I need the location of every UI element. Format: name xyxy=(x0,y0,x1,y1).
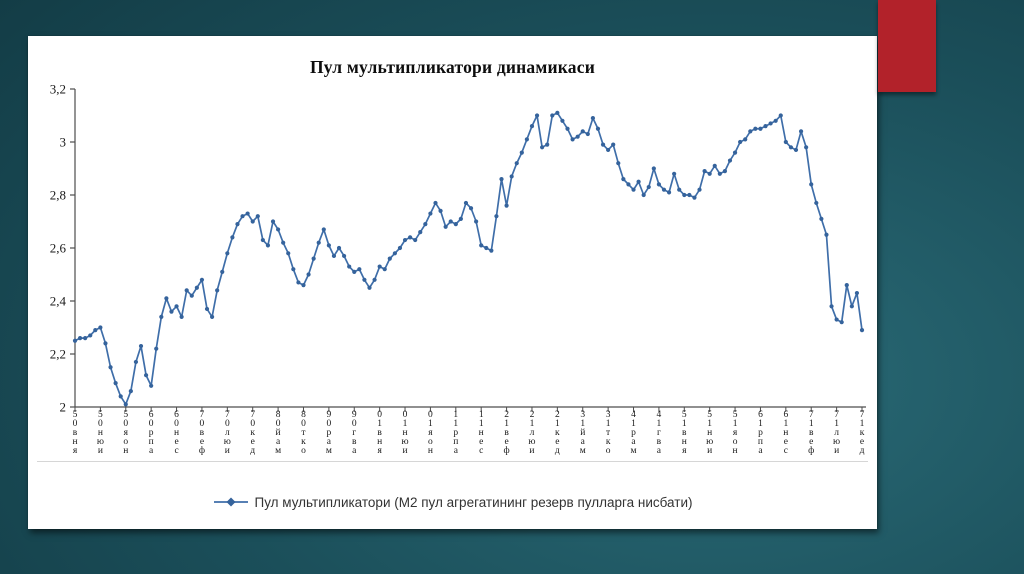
legend-marker xyxy=(226,497,235,507)
svg-text:3,2: 3,2 xyxy=(50,82,66,97)
legend-label: Пул мультипликатори (М2 пул агрегатининг… xyxy=(254,494,693,510)
divider-line xyxy=(37,461,868,462)
svg-text:2,6: 2,6 xyxy=(50,241,67,256)
line-chart-plot: 3,2 3 2,8 2,6 2,4 2,2 2 5 0 в н я 5 0 н ю и 5 0 я о н 6 0 р п а 6 0 н… xyxy=(50,82,866,456)
svg-text:2: 2 xyxy=(60,400,67,415)
svg-text:2,8: 2,8 xyxy=(50,188,66,203)
svg-text:2,2: 2,2 xyxy=(50,347,66,362)
svg-text:2,4: 2,4 xyxy=(50,294,67,309)
legend-line-marker-icon xyxy=(213,497,248,507)
content-panel: Пул мультипликатори динамикаси 3,2 3 2,8 2,… xyxy=(28,36,877,529)
svg-text:3: 3 xyxy=(60,135,67,150)
chart-title: Пул мультипликатори динамикаси xyxy=(309,57,596,77)
chart-legend: Пул мультипликатори (М2 пул агрегатининг… xyxy=(28,491,877,513)
accent-block xyxy=(878,0,936,92)
